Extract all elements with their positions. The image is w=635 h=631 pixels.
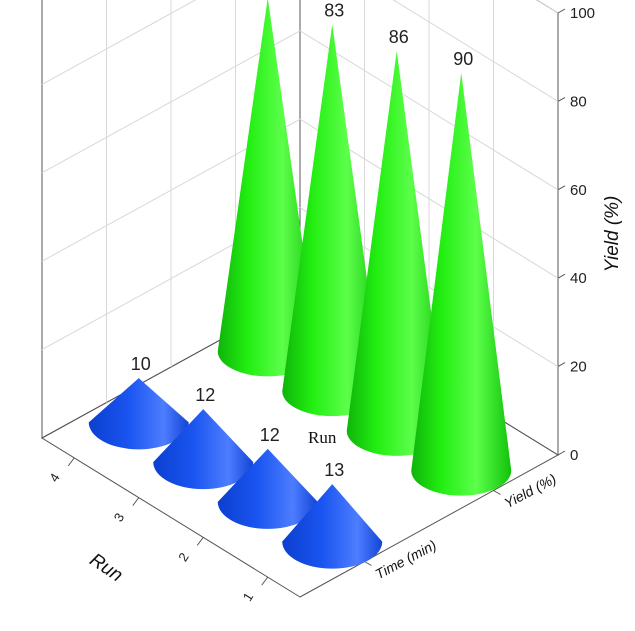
run-axis-title: Run: [86, 549, 127, 586]
time-cone: [153, 409, 254, 490]
back-wall: [41, 0, 301, 439]
yield-cone-body: [217, 0, 318, 377]
data-label: 12: [195, 385, 215, 405]
time-cone: [282, 484, 383, 569]
run-tick: [261, 576, 269, 586]
data-label: 10: [131, 354, 151, 374]
category-tick-label: Time (min): [372, 537, 438, 582]
yield-cone: [411, 72, 512, 496]
run-tick-label: 1: [240, 590, 257, 604]
yield-cone-body: [282, 24, 383, 417]
run-tick: [196, 537, 204, 546]
category-tick: [493, 490, 501, 495]
z-tick: [557, 96, 566, 102]
time-cone-body: [217, 448, 318, 529]
yield-cone-body: [411, 72, 512, 496]
z-tick: [557, 450, 566, 456]
z-tick-label: 20: [570, 359, 587, 376]
yield-cone: [282, 24, 383, 417]
data-cones: [88, 0, 512, 569]
z-tick: [557, 362, 566, 368]
z-tick-label: 40: [570, 270, 587, 287]
data-label: 13: [324, 460, 344, 480]
yield-cone: [346, 50, 447, 456]
time-cone-body: [282, 484, 383, 569]
category-tick: [364, 561, 372, 566]
z-tick-label: 60: [570, 182, 587, 199]
run-tick: [132, 497, 140, 506]
run-tick-label: 4: [46, 470, 63, 484]
z-tick: [557, 273, 566, 279]
run-tick-label: 2: [175, 550, 192, 564]
z-tick: [557, 185, 566, 191]
time-cone: [88, 378, 189, 450]
data-label: 12: [260, 425, 280, 445]
z-tick: [557, 8, 566, 14]
run-tick: [67, 457, 75, 467]
yield-cone-body: [346, 50, 447, 456]
z-tick-label: 80: [570, 93, 587, 110]
z-tick-label: 100: [570, 5, 595, 22]
time-cone-body: [88, 378, 189, 450]
data-label: 90: [453, 49, 473, 69]
stray-run-label: Run: [308, 428, 337, 447]
data-labels: 1012128013838690: [131, 0, 474, 480]
run-tick-label: 3: [111, 510, 128, 524]
z-axis-title: Yield (%): [602, 196, 623, 273]
category-tick-label: Yield (%): [501, 470, 558, 511]
data-label: 83: [324, 0, 344, 20]
yield-cone: [217, 0, 318, 377]
data-label: 86: [389, 27, 409, 47]
time-cone: [217, 448, 318, 529]
z-tick-label: 0: [570, 447, 578, 464]
time-cone-body: [153, 409, 254, 490]
